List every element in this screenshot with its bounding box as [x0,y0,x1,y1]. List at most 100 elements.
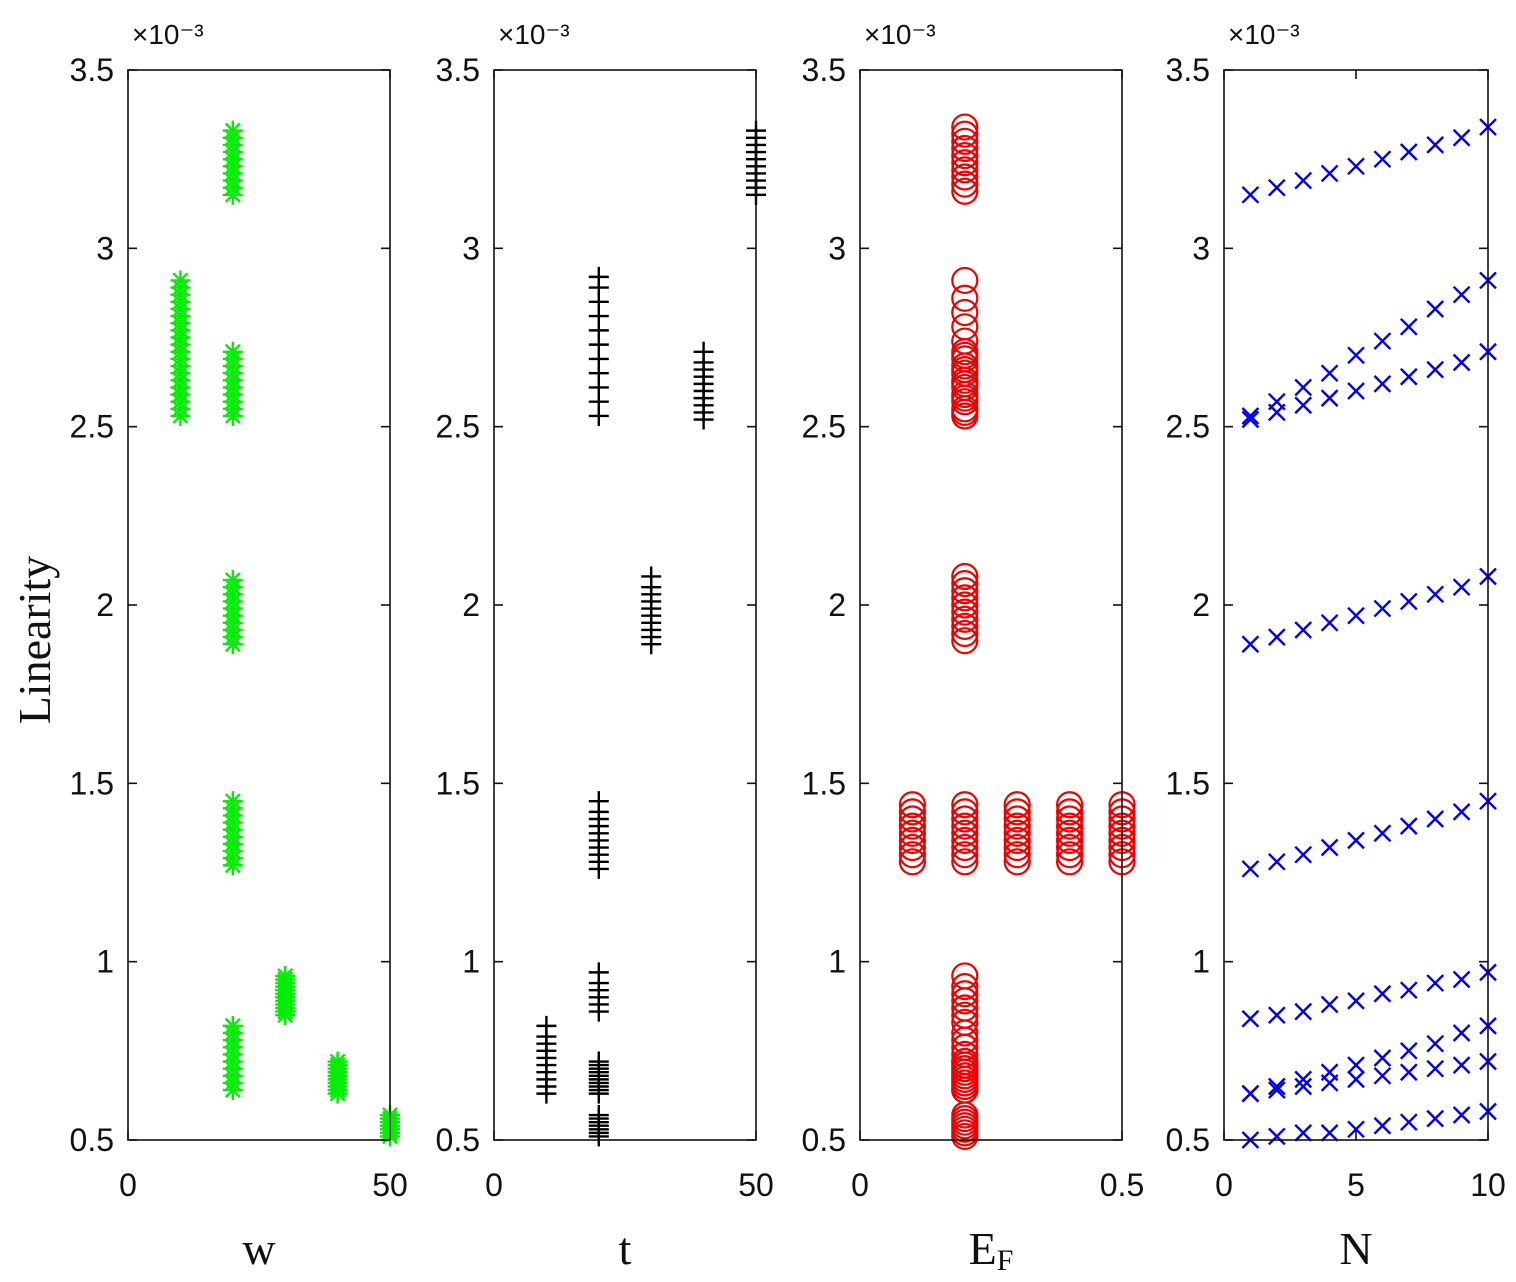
y-tick-label: 1.5 [436,765,480,801]
data-point [1055,841,1084,869]
data-point [1426,1059,1445,1078]
data-point [1294,396,1313,415]
data-point [951,826,979,855]
data-point [1294,1070,1313,1089]
data-point [1294,1124,1313,1142]
data-point [1003,805,1031,833]
x-axis-label-subscript: F [997,1244,1014,1277]
data-point [1241,1084,1260,1103]
data-point [951,388,979,416]
data-point [898,812,927,840]
data-point [222,570,243,591]
data-point [951,156,979,184]
data-point [1399,1063,1418,1082]
y-axis-label: Linearity [9,556,60,725]
y-tick-label: 2.5 [70,409,114,445]
data-point [222,341,243,362]
y-tick-label: 2 [1192,587,1210,623]
data-point [1003,798,1031,826]
data-point [1452,970,1471,989]
y-tick-label: 1 [96,944,114,980]
data-point [1399,1041,1418,1060]
data-point [588,791,609,812]
y-exponent-label: ×10⁻³ [498,19,570,50]
y-exponent-label: ×10⁻³ [864,19,936,50]
y-tick-label: 1 [1192,944,1210,980]
data-point [1347,1120,1365,1139]
data-point [1399,1113,1418,1132]
x-axis-label: w [242,1223,276,1274]
data-point [1426,810,1445,828]
data-point [1320,364,1339,383]
data-point [1320,389,1339,407]
data-point [1399,817,1418,835]
data-point [1294,621,1313,639]
data-point [1399,592,1418,611]
x-axis-label: EF [969,1223,1014,1277]
data-point [1241,635,1260,654]
data-point [1294,171,1313,190]
data-point [1347,382,1365,400]
x-tick-label: 50 [738,1167,774,1203]
data-point [951,313,979,341]
data-point [1267,403,1286,422]
y-tick-label: 3.5 [802,52,846,88]
data-point [1003,812,1031,840]
data-series-group [898,113,1136,1151]
data-point [1320,995,1339,1014]
x-tick-label: 50 [372,1167,408,1203]
data-point [1241,1009,1260,1028]
data-point [1241,410,1260,429]
data-point [1426,136,1445,154]
data-point [327,1051,348,1072]
data-point [1452,1056,1471,1074]
data-point [951,791,979,819]
data-point [1055,819,1084,847]
data-point [1055,812,1084,840]
data-point [951,605,979,633]
data-point [1241,860,1260,878]
data-point [1347,346,1365,365]
data-point [951,1101,979,1129]
data-point [1373,599,1392,618]
data-point [1267,852,1286,871]
data-point [951,598,979,626]
data-series-group [1241,118,1497,1149]
x-axis-label: t [619,1223,632,1274]
data-point [951,134,979,163]
data-point [951,1008,979,1036]
data-point [898,833,927,862]
data-point [1003,848,1031,876]
y-tick-label: 2 [96,587,114,623]
data-point [1320,613,1339,632]
data-point [951,798,979,826]
data-point [951,373,979,402]
data-point [1320,838,1339,857]
data-point [1452,285,1471,304]
data-point [1267,628,1286,646]
data-point [951,395,979,423]
data-point [1320,164,1339,183]
x-tick-label: 0 [851,1167,869,1203]
data-point [693,341,714,362]
data-point [1373,332,1392,350]
data-point [951,562,979,591]
data-point [1267,1081,1286,1099]
data-point [1003,833,1031,862]
data-point [1055,826,1084,855]
data-point [1320,1074,1339,1092]
y-tick-label: 0.5 [436,1122,480,1158]
data-point [1399,143,1418,161]
data-point [1055,833,1084,862]
data-point [951,142,979,170]
data-point [222,791,243,812]
data-point [1294,1002,1313,1021]
data-point [1452,128,1471,147]
data-point [951,1047,979,1076]
data-point [222,120,243,141]
y-exponent-label: ×10⁻³ [132,19,204,50]
x-tick-label: 5 [1347,1167,1365,1203]
data-point [1267,1006,1286,1025]
data-point [951,163,979,191]
